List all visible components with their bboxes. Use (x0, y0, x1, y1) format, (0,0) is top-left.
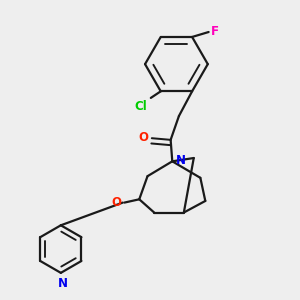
Text: Cl: Cl (134, 100, 147, 113)
Text: O: O (111, 196, 121, 209)
Text: F: F (211, 25, 219, 38)
Text: O: O (139, 131, 148, 144)
Text: N: N (176, 154, 186, 167)
Text: N: N (58, 277, 68, 290)
